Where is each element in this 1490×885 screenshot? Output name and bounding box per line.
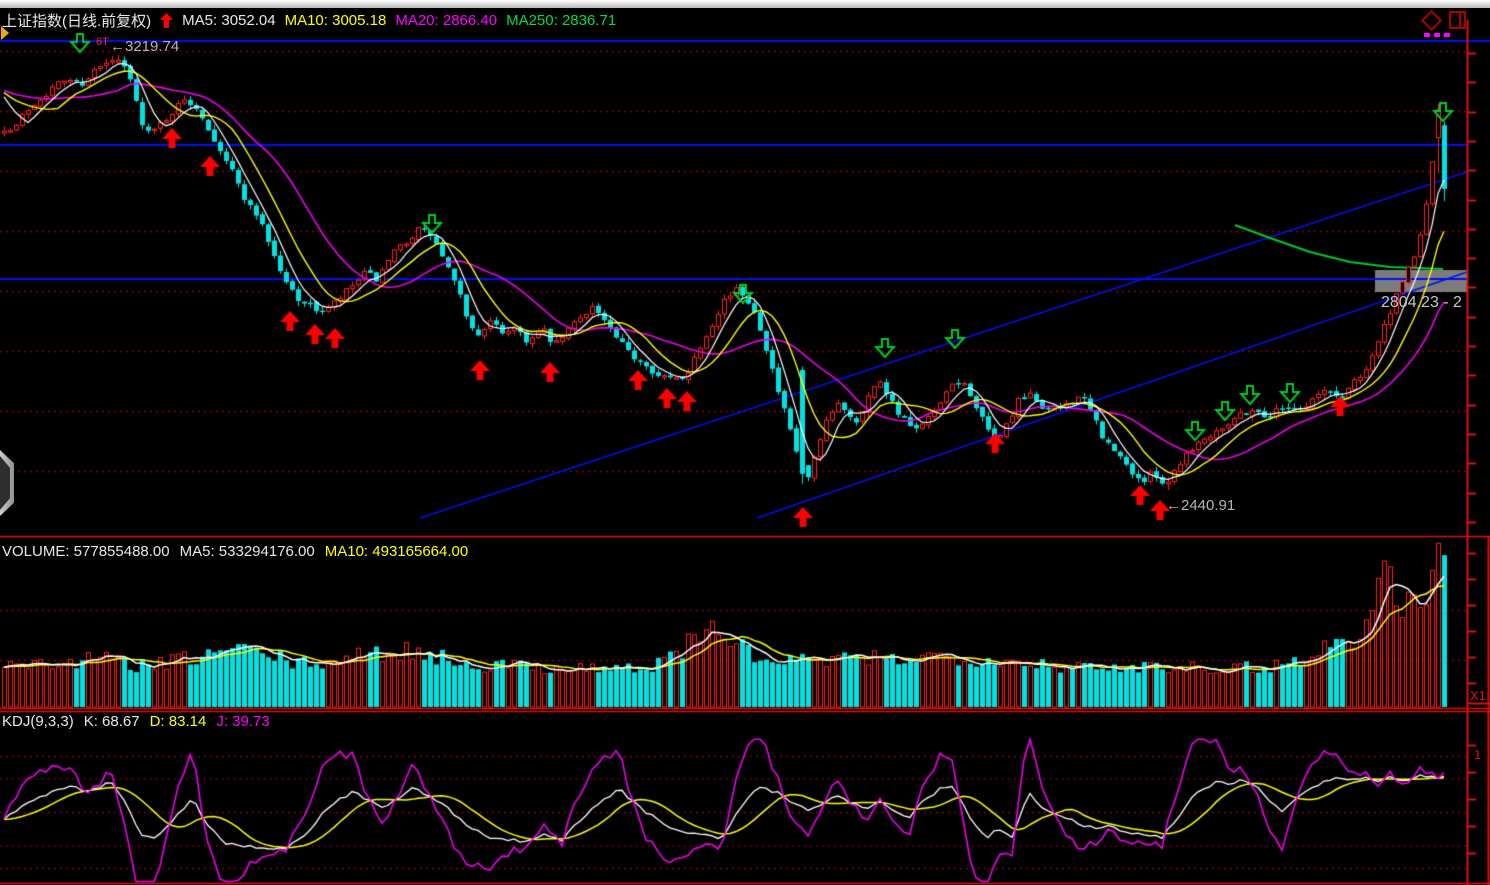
ma5-value: MA5: 3052.04 — [182, 11, 276, 29]
kdj-header: KDJ(9,3,3) K: 68.67 D: 83.14 J: 39.73 — [2, 713, 270, 730]
ma10-value: MA10: 3005.18 — [284, 11, 387, 29]
kdj-j-value: J: 39.73 — [216, 713, 270, 730]
trendline-range-label: 2804.23 - 2 — [1381, 294, 1462, 311]
split-window-icon[interactable] — [1449, 11, 1466, 29]
window-edge-strip — [0, 0, 1490, 8]
ma20-value: MA20: 2866.40 — [395, 11, 498, 29]
volume-ma5-value: MA5: 533294176.00 — [179, 543, 315, 560]
volume-header: VOLUME: 577855488.00 MA5: 533294176.00 M… — [2, 543, 468, 560]
ma250-value: MA250: 2836.71 — [506, 11, 617, 29]
kdj-d-value: D: 83.14 — [149, 713, 207, 730]
peak-signal-marker: 6T — [96, 36, 109, 48]
more-dots-icon — [1424, 33, 1450, 37]
kdj-k-value: K: 68.67 — [83, 713, 140, 730]
expand-arrow-icon — [1, 26, 9, 40]
symbol-title: 上证指数(日线.前复权) — [2, 12, 152, 30]
volume-ma10-value: MA10: 493165664.00 — [324, 543, 469, 560]
main-chart-header: 上证指数(日线.前复权) MA5: 3052.04 MA10: 3005.18 … — [2, 10, 616, 30]
volume-axis-multiplier: X1 — [1470, 688, 1486, 703]
peak-price-label: ←3219.74 — [110, 38, 180, 55]
sidebar-expander-tab[interactable] — [0, 450, 14, 516]
kdj-axis-label: 1 — [1474, 747, 1482, 762]
up-arrow-icon — [160, 12, 174, 28]
low-price-label: ←2440.91 — [1166, 497, 1236, 514]
volume-value: VOLUME: 577855488.00 — [2, 543, 170, 560]
kdj-name: KDJ(9,3,3) — [2, 713, 74, 730]
